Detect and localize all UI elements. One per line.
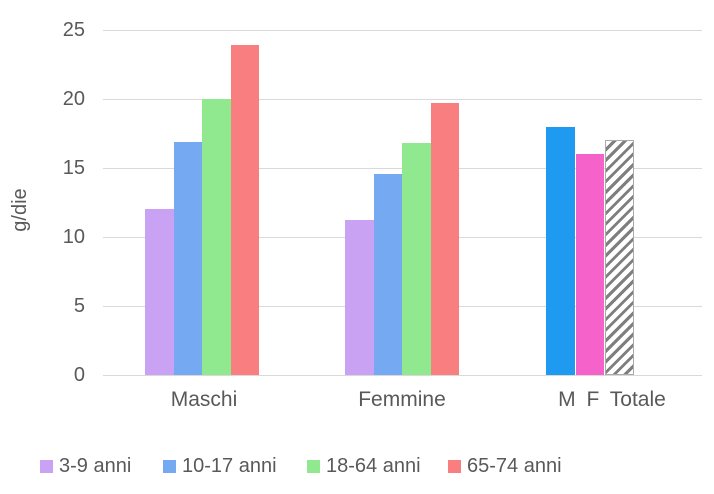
bar-maschi-65-74-anni — [230, 45, 259, 375]
y-tick-label-20: 20 — [62, 88, 85, 110]
x-category-label-maschi: Maschi — [170, 388, 238, 411]
legend-item-65-74-anni: 65-74 anni — [448, 454, 562, 478]
bar-maschi-3-9-anni — [145, 209, 174, 375]
legend-label: 10-17 anni — [182, 454, 277, 477]
bar-femmine-3-9-anni — [345, 220, 374, 375]
legend-swatch-icon — [40, 459, 53, 473]
legend-item-10-17-anni: 10-17 anni — [163, 454, 277, 478]
y-tick-label-5: 5 — [73, 295, 85, 317]
x-category-label-m-f-totale: M F Totale — [558, 388, 666, 411]
x-category-label-femmine: Femmine — [358, 388, 446, 411]
y-tick-label-15: 15 — [62, 157, 85, 179]
y-tick-label-25: 25 — [62, 19, 85, 41]
legend-item-3-9-anni: 3-9 anni — [40, 454, 131, 478]
bar-femmine-18-64-anni — [402, 143, 431, 375]
gridline-y-0 — [103, 375, 702, 376]
legend-swatch-icon — [307, 459, 320, 473]
legend-label: 18-64 anni — [326, 454, 421, 477]
gridline-y-20 — [103, 99, 702, 100]
bar-femmine-10-17-anni — [373, 173, 402, 375]
bar-m-f-totale-m — [546, 126, 575, 375]
bar-femmine-65-74-anni — [430, 103, 459, 375]
legend-swatch-icon — [163, 459, 176, 473]
legend-label: 65-74 anni — [467, 454, 562, 477]
legend-item-18-64-anni: 18-64 anni — [307, 454, 421, 478]
y-tick-label-0: 0 — [73, 364, 85, 386]
bar-maschi-10-17-anni — [173, 141, 202, 375]
bar-maschi-18-64-anni — [202, 99, 231, 375]
bar-m-f-totale-f — [575, 154, 604, 375]
y-tick-label-10: 10 — [62, 226, 85, 248]
legend-label: 3-9 anni — [59, 454, 132, 477]
legend-swatch-icon — [448, 459, 461, 473]
bar-m-f-totale-totale — [605, 140, 634, 375]
gridline-y-25 — [103, 30, 702, 31]
